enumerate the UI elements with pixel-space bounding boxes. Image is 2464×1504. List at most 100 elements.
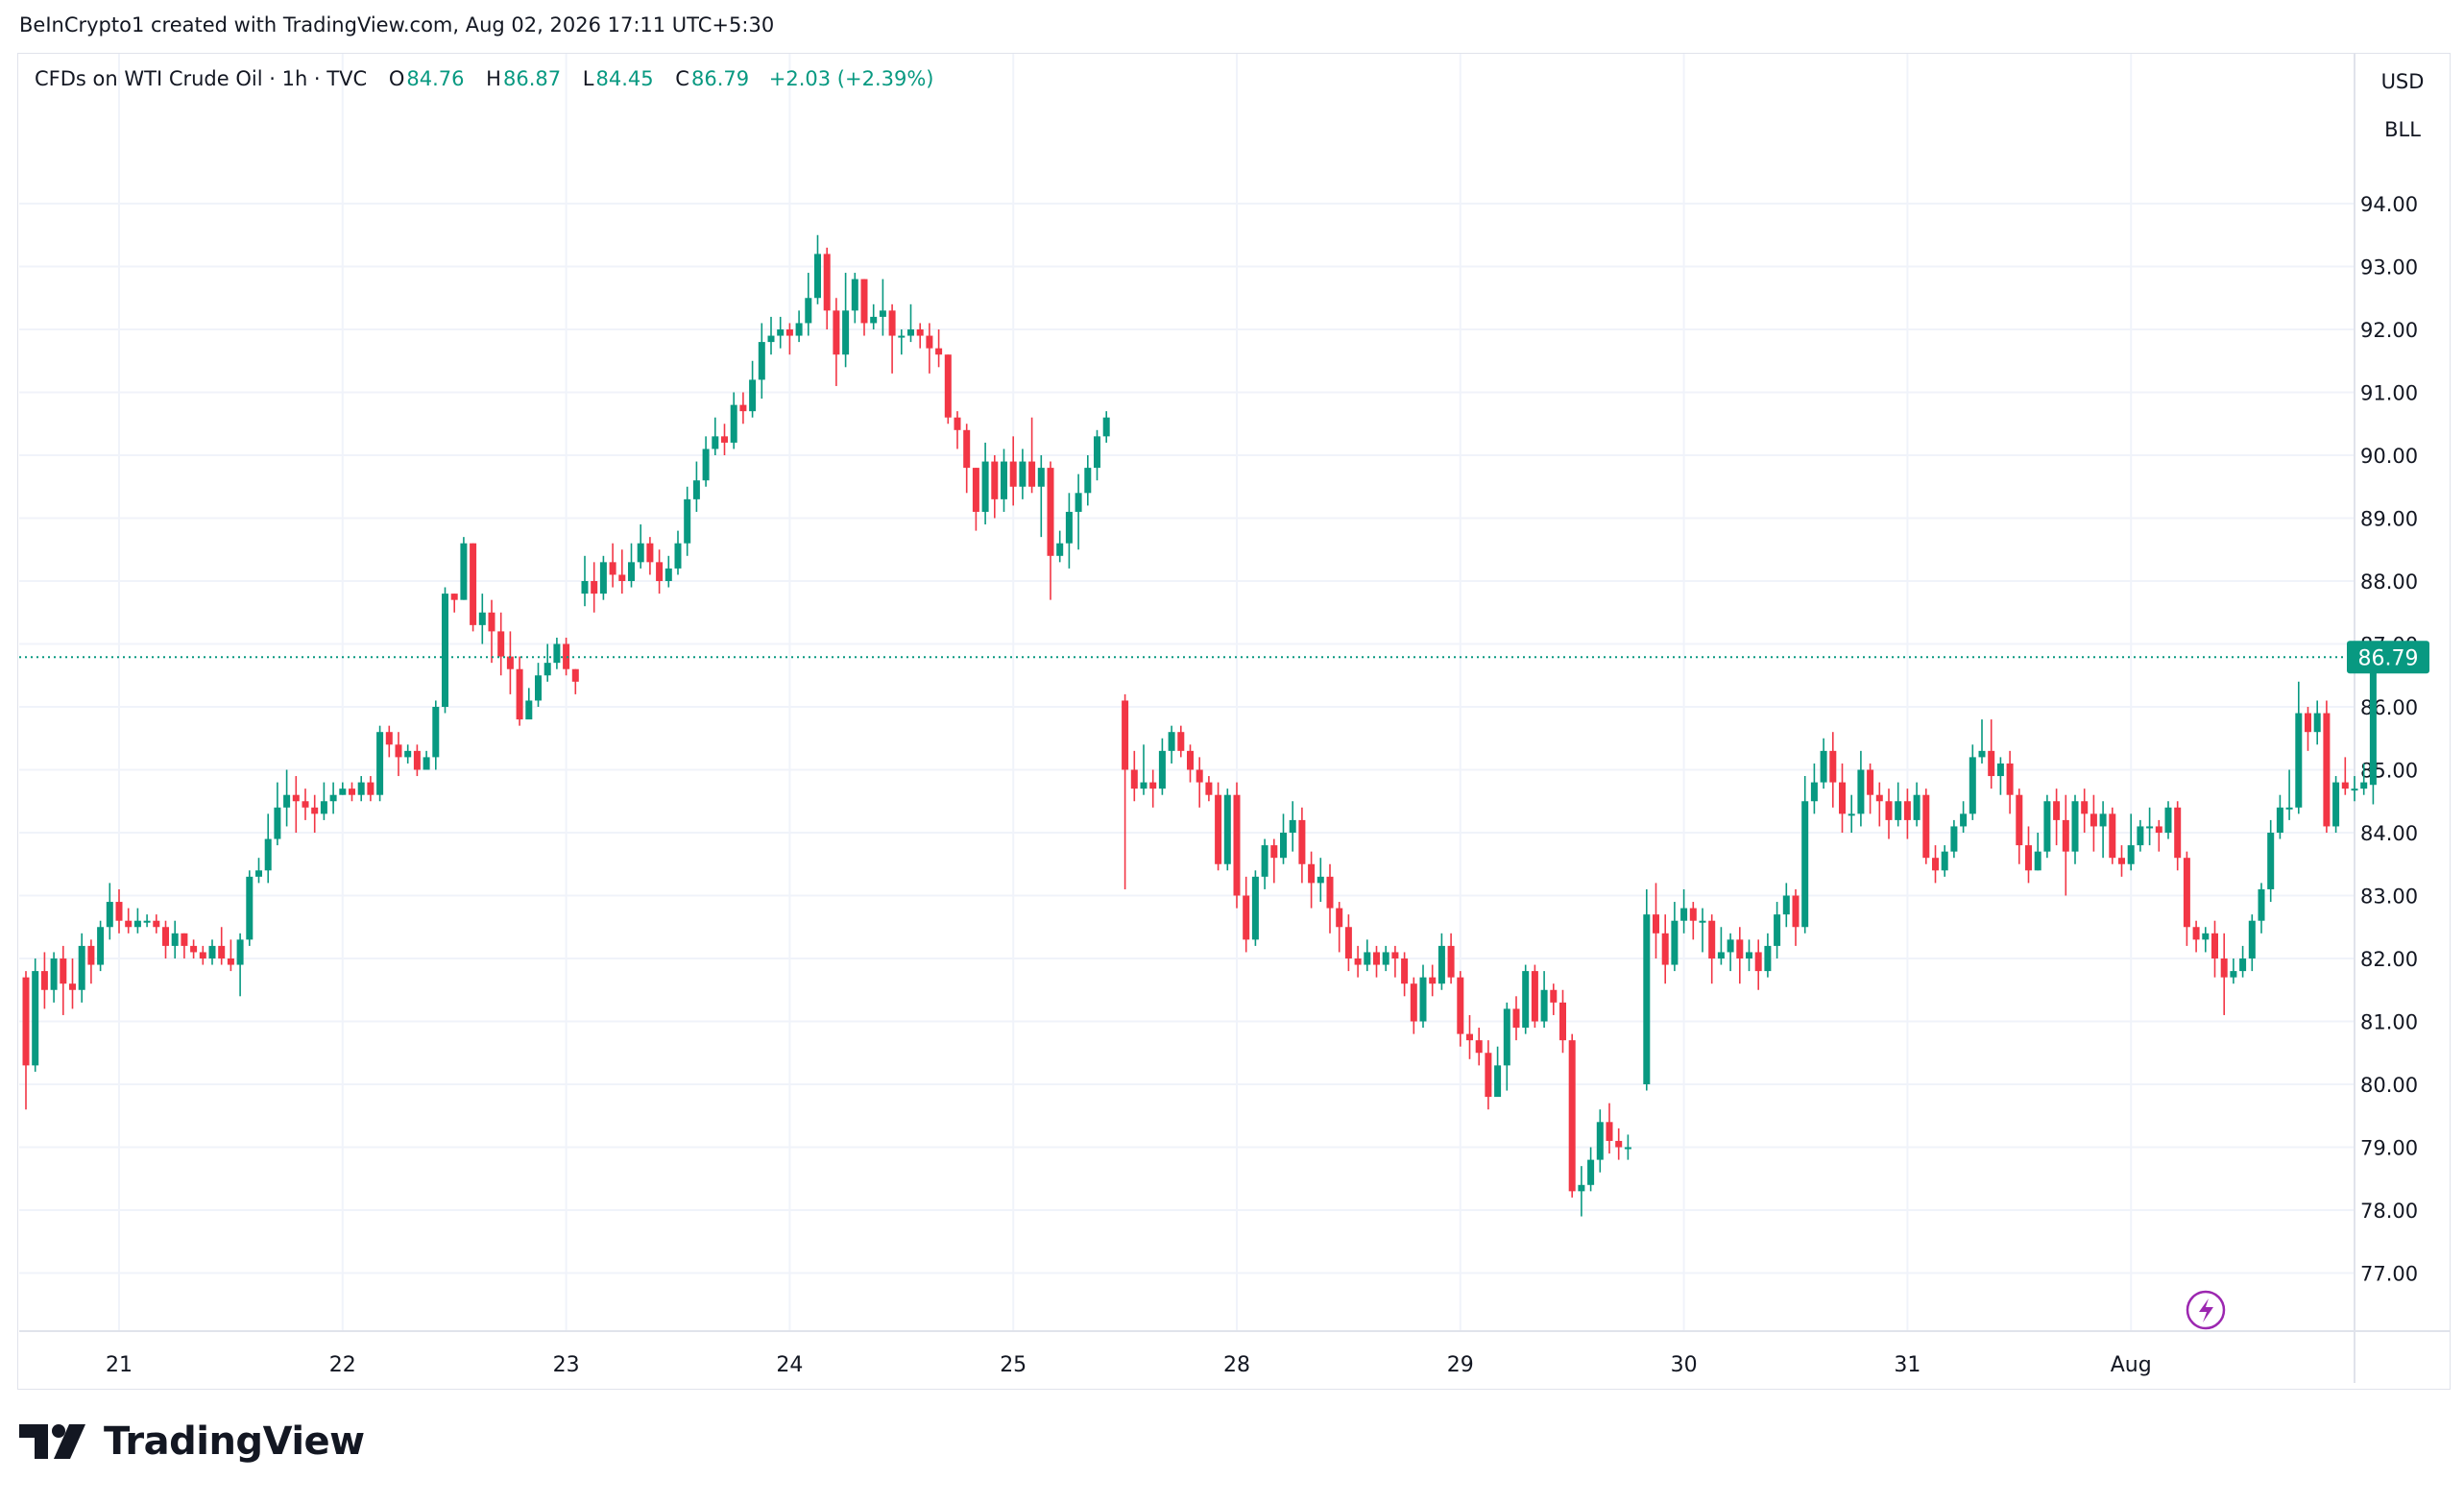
candle-body-down[interactable] [1215, 794, 1222, 864]
candle-body-down[interactable] [2016, 794, 2023, 846]
chart-frame[interactable] [17, 53, 2451, 1390]
candle-body-down[interactable] [888, 310, 896, 336]
candle-body-up[interactable] [283, 794, 291, 808]
candle-body-down[interactable] [721, 436, 728, 443]
candle-body-up[interactable] [599, 562, 607, 594]
candle-body-down[interactable] [1122, 700, 1129, 770]
candle-body-up[interactable] [2230, 971, 2237, 978]
candle-body-down[interactable] [199, 952, 206, 958]
candle-body-up[interactable] [637, 543, 644, 563]
symbol-legend[interactable]: CFDs on WTI Crude Oil · 1h · TVC O84.76 … [35, 67, 936, 90]
candle-body-down[interactable] [2341, 782, 2349, 789]
candle-body-down[interactable] [944, 354, 952, 418]
candle-body-up[interactable] [2164, 807, 2172, 833]
candle-body-up[interactable] [1522, 971, 1530, 1029]
candle-body-up[interactable] [1382, 952, 1389, 965]
candle-body-down[interactable] [2183, 858, 2190, 928]
candle-body-up[interactable] [1075, 493, 1082, 512]
candle-body-down[interactable] [115, 902, 123, 921]
candle-body-down[interactable] [618, 574, 626, 581]
candle-body-down[interactable] [1243, 895, 1250, 940]
candle-body-down[interactable] [1736, 939, 1744, 958]
candle-body-down[interactable] [571, 668, 579, 682]
candle-body-up[interactable] [1941, 851, 1948, 871]
candle-body-down[interactable] [2081, 801, 2089, 814]
candle-body-up[interactable] [684, 498, 691, 544]
candle-body-up[interactable] [1001, 461, 1007, 499]
candle-body-down[interactable] [1615, 1140, 1623, 1148]
candle-body-up[interactable] [1094, 436, 1100, 469]
candle-body-up[interactable] [1503, 1008, 1510, 1066]
candle-body-down[interactable] [60, 958, 67, 984]
candle-body-up[interactable] [981, 461, 989, 512]
candle-body-up[interactable] [1717, 952, 1725, 958]
candle-body-down[interactable] [488, 612, 495, 632]
candle-body-up[interactable] [78, 945, 85, 990]
candle-body-up[interactable] [50, 958, 58, 990]
candle-body-up[interactable] [442, 594, 448, 707]
candle-body-down[interactable] [1792, 895, 1800, 928]
candle-body-down[interactable] [1373, 952, 1380, 965]
candle-body-up[interactable] [1969, 757, 1976, 814]
candle-body-down[interactable] [1196, 769, 1203, 783]
candle-body-down[interactable] [1429, 977, 1437, 984]
candle-body-down[interactable] [2192, 927, 2200, 940]
candle-body-up[interactable] [1727, 939, 1734, 953]
candle-body-down[interactable] [311, 807, 319, 814]
candle-body-up[interactable] [357, 782, 365, 795]
candle-body-up[interactable] [1820, 750, 1827, 783]
candle-body-up[interactable] [2127, 845, 2135, 864]
price-axis-unit-selector[interactable]: USD BLL [2358, 58, 2447, 154]
candle-body-down[interactable] [935, 348, 943, 355]
candle-body-down[interactable] [1233, 794, 1241, 896]
candle-body-up[interactable] [1158, 750, 1166, 789]
candle-body-up[interactable] [1289, 819, 1296, 833]
candle-body-up[interactable] [1680, 908, 1688, 921]
candle-body-up[interactable] [1643, 914, 1651, 1084]
candle-body-up[interactable] [1596, 1122, 1604, 1160]
candle-body-up[interactable] [1996, 763, 2004, 777]
candle-body-down[interactable] [833, 310, 840, 355]
candle-body-down[interactable] [563, 643, 570, 669]
candle-body-down[interactable] [656, 562, 664, 581]
candle-body-up[interactable] [2332, 782, 2340, 827]
candle-body-down[interactable] [1531, 971, 1538, 1022]
candle-body-up[interactable] [2043, 801, 2051, 852]
candle-body-down[interactable] [1512, 1008, 1520, 1029]
candle-body-up[interactable] [702, 449, 710, 481]
candle-body-up[interactable] [2295, 713, 2303, 808]
candle-body-up[interactable] [628, 562, 635, 581]
candle-body-down[interactable] [1130, 769, 1138, 789]
candle-body-down[interactable] [1661, 933, 1669, 965]
candle-body-up[interactable] [236, 939, 244, 965]
candle-body-up[interactable] [879, 310, 886, 317]
candle-body-up[interactable] [1019, 461, 1027, 487]
candle-body-up[interactable] [2137, 826, 2144, 846]
candle-body-up[interactable] [1913, 794, 1920, 820]
candle-body-up[interactable] [1437, 945, 1445, 984]
candle-body-up[interactable] [320, 801, 327, 814]
candle-body-down[interactable] [646, 543, 654, 563]
candle-body-down[interactable] [516, 668, 523, 720]
candle-body-down[interactable] [385, 732, 393, 745]
candle-body-up[interactable] [1857, 769, 1865, 814]
candle-body-down[interactable] [1047, 468, 1054, 556]
candle-body-up[interactable] [1037, 468, 1045, 487]
candle-body-down[interactable] [302, 801, 309, 808]
candle-body-up[interactable] [525, 700, 533, 720]
candle-body-up[interactable] [1782, 895, 1790, 915]
candle-body-up[interactable] [2258, 888, 2265, 921]
candle-body-up[interactable] [1624, 1147, 1631, 1150]
candle-body-down[interactable] [40, 971, 48, 990]
candle-body-down[interactable] [153, 920, 160, 928]
candle-body-up[interactable] [1699, 920, 1706, 923]
candle-body-up[interactable] [1810, 782, 1818, 802]
candle-body-down[interactable] [162, 927, 169, 946]
candle-body-up[interactable] [171, 933, 179, 946]
candle-body-down[interactable] [506, 656, 514, 669]
candle-body-down[interactable] [1326, 876, 1334, 909]
candle-body-down[interactable] [954, 417, 961, 430]
candle-body-down[interactable] [1308, 863, 1316, 884]
candle-body-down[interactable] [413, 750, 421, 770]
